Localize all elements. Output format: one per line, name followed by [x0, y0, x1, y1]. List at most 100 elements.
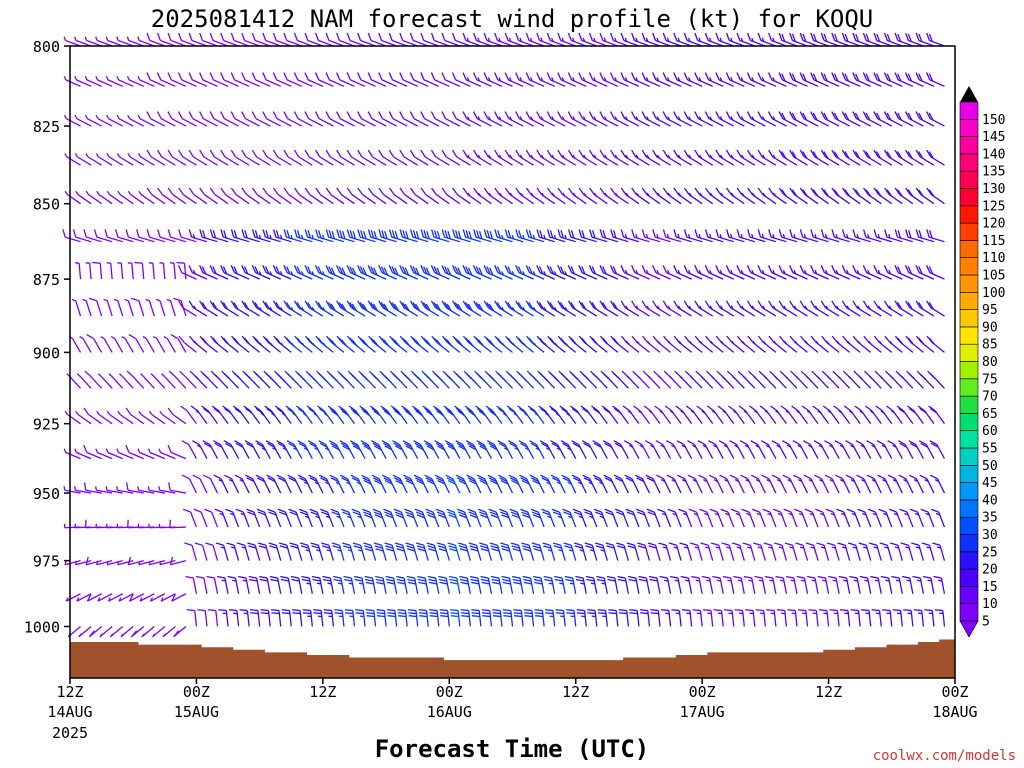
wind-barb	[409, 265, 429, 280]
wind-barb	[675, 405, 693, 425]
wind-barb	[715, 265, 735, 280]
wind-barb	[448, 575, 461, 594]
wind-barb	[262, 229, 281, 243]
wind-barb	[176, 261, 187, 280]
wind-barb	[353, 575, 366, 594]
wind-barb	[462, 32, 482, 47]
wind-barb	[915, 229, 935, 243]
wind-barb	[699, 508, 714, 528]
colorbar-label: 135	[982, 165, 1005, 180]
wind-barb	[287, 474, 303, 494]
wind-barb	[116, 486, 134, 494]
wind-barb	[140, 373, 155, 389]
wind-barb	[757, 229, 777, 243]
wind-barb	[751, 508, 766, 528]
wind-barb	[589, 187, 608, 205]
wind-barb	[467, 508, 482, 528]
wind-barb	[799, 300, 819, 317]
wind-barb	[569, 405, 587, 425]
wind-barb	[494, 265, 513, 280]
wind-barb	[381, 440, 398, 459]
wind-barb	[831, 229, 850, 243]
wind-barb	[483, 149, 503, 166]
wind-barb	[199, 72, 218, 87]
wind-barb	[504, 32, 524, 47]
wind-barb	[701, 575, 714, 594]
wind-barb	[793, 474, 809, 494]
wind-barb	[147, 486, 165, 494]
wind-barb	[694, 335, 714, 353]
wind-barb	[378, 72, 397, 87]
wind-barb	[581, 440, 598, 459]
wind-barb	[191, 440, 208, 459]
colorbar-label: 150	[982, 113, 1005, 128]
wind-barb	[846, 508, 861, 528]
wind-barb	[322, 575, 335, 594]
wind-barb	[472, 111, 492, 127]
wind-barb	[620, 187, 640, 205]
wind-barb	[85, 190, 102, 205]
wind-barb	[268, 542, 282, 561]
wind-barb	[451, 300, 471, 317]
wind-barb	[915, 149, 935, 166]
wind-barb	[407, 609, 419, 627]
wind-barb	[875, 405, 893, 425]
wind-barb	[695, 370, 714, 389]
wind-barb	[116, 36, 134, 47]
wind-barb	[624, 474, 640, 494]
wind-barb	[884, 187, 903, 205]
wind-barb	[824, 474, 840, 494]
wind-barb	[74, 114, 92, 127]
colorbar-label: 25	[982, 545, 998, 560]
wind-barb	[125, 482, 144, 494]
wind-barb	[393, 508, 408, 528]
x-tick-label-top: 00Z	[689, 683, 716, 701]
wind-barb	[295, 370, 313, 389]
wind-barb	[413, 474, 429, 494]
wind-barb	[588, 72, 608, 87]
wind-barb	[444, 440, 461, 459]
wind-barb	[808, 609, 819, 627]
wind-barb	[166, 298, 176, 317]
wind-barb	[709, 508, 724, 528]
wind-barb	[813, 440, 830, 459]
wind-barb	[736, 335, 756, 353]
wind-barb	[294, 335, 313, 353]
wind-barb	[78, 625, 92, 638]
wind-barb	[472, 72, 492, 87]
wind-barb	[917, 405, 935, 425]
wind-barb	[862, 111, 882, 127]
wind-barb	[536, 111, 555, 127]
wind-barb	[367, 265, 387, 280]
wind-barb	[441, 32, 461, 47]
wind-barb	[97, 373, 113, 389]
colorbar-label: 75	[982, 372, 998, 387]
wind-barb	[486, 440, 503, 459]
wind-barb	[462, 300, 482, 317]
wind-barb	[641, 111, 661, 127]
wind-barb	[679, 542, 693, 561]
wind-barb	[84, 370, 103, 389]
wind-barb	[725, 72, 745, 87]
wind-barb	[452, 187, 471, 205]
wind-barb	[873, 265, 893, 280]
wind-barb	[763, 542, 777, 561]
wind-barb	[88, 297, 103, 317]
wind-barb	[609, 72, 629, 87]
wind-barb	[878, 508, 893, 528]
wind-barb	[383, 508, 398, 528]
wind-barb	[799, 149, 819, 166]
wind-barb	[106, 410, 124, 425]
y-tick-label: 850	[33, 196, 60, 214]
wind-barb	[228, 609, 240, 627]
colorbar-cell	[959, 153, 979, 172]
wind-barb	[772, 508, 788, 528]
x-tick-label-mid: 17AUG	[680, 703, 725, 721]
wind-barb	[578, 149, 598, 166]
wind-barb	[841, 300, 861, 317]
wind-barb	[757, 111, 777, 127]
wind-barb	[525, 229, 545, 243]
wind-barb	[771, 440, 787, 459]
wind-barb	[683, 32, 703, 47]
wind-barb	[742, 542, 756, 561]
